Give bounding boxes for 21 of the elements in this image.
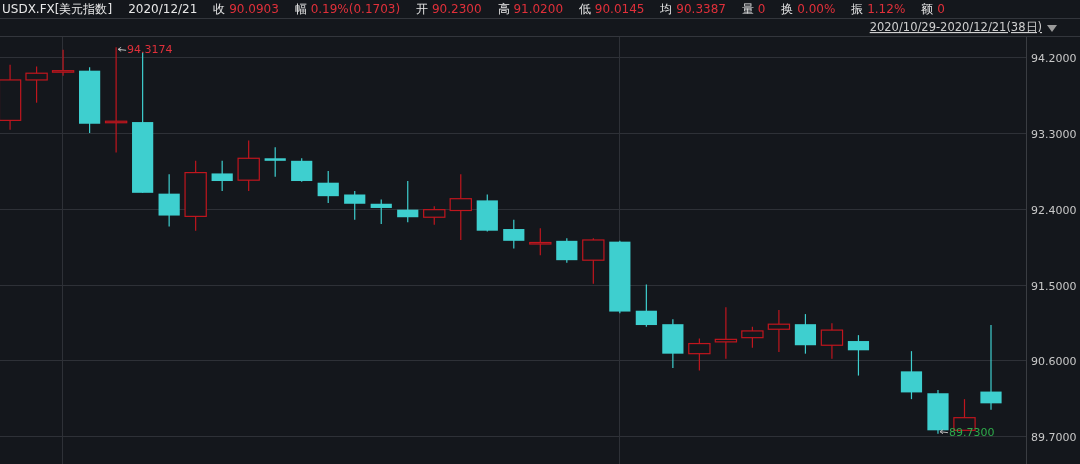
y-tick-label: 89.7000 [1031,430,1077,444]
text: 开 90.2300 [416,2,482,16]
text: 2020/10/29-2020/12/21(38日) [869,20,1042,34]
text: 幅 0.19%(0.1703) [294,2,401,16]
text: 均 90.3387 [659,2,726,16]
text: 换 0.00% [781,2,836,16]
text: 量 0 [741,2,766,16]
chart-title: USDX.FX[美元指数] [2,2,113,16]
y-tick-label: 91.5000 [1031,279,1077,293]
text: 低 90.0145 [579,2,645,16]
text: 额 0 [921,2,945,16]
text: 收 90.0903 [213,2,279,16]
y-tick-label: 92.4000 [1031,203,1077,217]
y-tick-label: 93.3000 [1031,127,1077,141]
annotation: 94.3174 [127,43,173,57]
text: 振 1.12% [851,2,906,16]
annotation: 89.7300 [948,425,995,439]
chart-subtitle: 2020/12/21 [128,2,198,16]
text: 高 91.0200 [497,2,564,16]
y-tick-label: 90.6000 [1031,354,1077,368]
y-tick-label: 94.2000 [1031,51,1077,65]
